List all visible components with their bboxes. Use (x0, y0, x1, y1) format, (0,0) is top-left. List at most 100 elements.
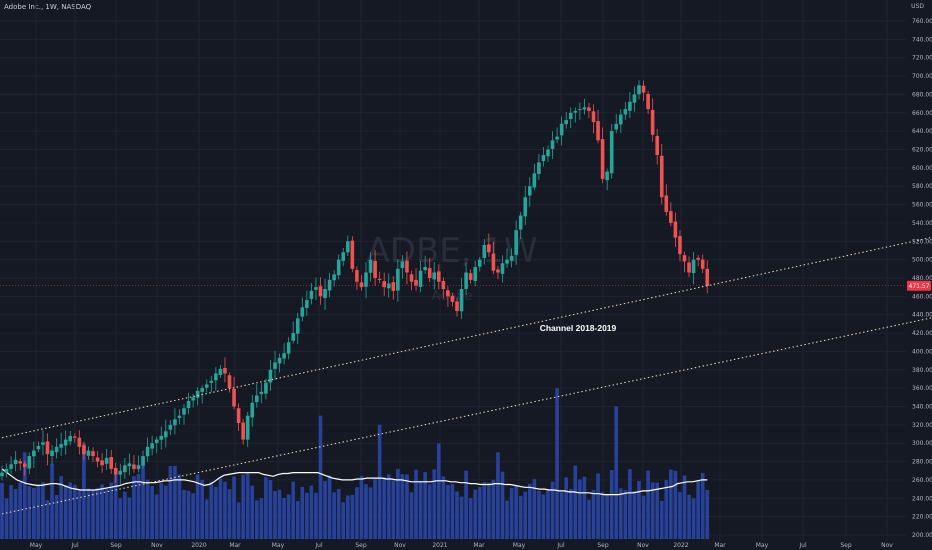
volume-bar (323, 480, 327, 539)
volume-bar (318, 415, 323, 539)
volume-bar (73, 484, 77, 539)
volume-bar (423, 472, 427, 539)
candle-body (218, 368, 223, 375)
candle-body (132, 464, 136, 469)
candle-body (496, 269, 500, 273)
volume-bar (382, 477, 386, 539)
volume-bar (468, 498, 473, 539)
volume-bar (459, 496, 464, 539)
volume-bar (218, 478, 223, 539)
volume-bar (550, 481, 555, 539)
y-tick-label: 660.00 (912, 110, 932, 117)
candle-body (318, 286, 323, 297)
exchange-label: NASDAQ (61, 3, 92, 11)
candle-body (123, 465, 127, 473)
volume-bar (541, 494, 546, 539)
volume-bar (523, 491, 528, 539)
candle-body (628, 101, 632, 111)
y-tick-label: 540.00 (912, 220, 932, 227)
candle-body (13, 459, 18, 465)
time-axis[interactable]: May Jul Sep Nov 2020 Mar May Jul Sep Nov 2021 Mar Ma… (30, 542, 894, 549)
candle-body (104, 457, 109, 464)
chart-header: Adobe Inc., 1W, NASDAQ (4, 3, 92, 11)
candle-body (446, 290, 450, 297)
volume-bar (68, 482, 73, 539)
volume-bar (227, 489, 232, 539)
y-tick-label: 220.00 (912, 514, 932, 521)
volume-bar (264, 477, 268, 539)
volume-bar (473, 489, 477, 539)
x-tick-label: Sep (597, 542, 609, 549)
volume-bar (432, 469, 437, 539)
candle-body (341, 252, 346, 261)
price-axis[interactable]: 200.00 220.00 240.00 260.00 280.00 300.00 320.… (912, 18, 932, 539)
volume-bar (186, 490, 191, 539)
volume-bar (150, 485, 154, 539)
x-tick-label: Mar (229, 542, 241, 549)
candle-body (204, 384, 209, 388)
volume-bar (182, 489, 186, 539)
channel-lines (1, 236, 932, 515)
candle-body (327, 279, 332, 291)
volume-bar (309, 485, 314, 539)
x-tick-label: 2020 (191, 542, 206, 549)
volume-bar (637, 480, 641, 539)
volume-bar (209, 482, 214, 539)
candle-body (300, 307, 305, 317)
volume-bar (650, 482, 655, 539)
last-price-marker: 471.57 (0, 280, 931, 291)
volume-bar (168, 465, 173, 539)
volume-bar (446, 484, 450, 539)
volume-bar (619, 488, 623, 539)
volume-bar (555, 388, 559, 539)
candle-body (528, 186, 532, 196)
candle-body (264, 382, 268, 394)
candle-body (36, 445, 41, 450)
candle-body (241, 422, 245, 440)
candle-body (669, 211, 673, 223)
candle-body (432, 272, 437, 280)
volume-bar (546, 490, 550, 539)
volume-bar (355, 487, 359, 539)
x-tick-label: May (756, 542, 769, 549)
volume-bar (477, 486, 482, 539)
candle-body (332, 274, 336, 281)
candle-body (109, 457, 113, 469)
candle-body (286, 342, 291, 354)
volume-bar (50, 463, 54, 539)
volume-bar (332, 492, 336, 539)
volume-bar (173, 465, 177, 539)
candle-body (605, 171, 609, 181)
candle-body (236, 408, 241, 424)
candle-body (255, 395, 259, 403)
candle-body (573, 110, 578, 113)
volume-bar (696, 479, 700, 539)
candle-body (523, 197, 528, 217)
candle-body (168, 424, 173, 430)
y-tick-label: 200.00 (912, 532, 932, 539)
y-tick-label: 560.00 (912, 202, 932, 209)
volume-bar (359, 475, 364, 539)
volume-bar (45, 499, 50, 539)
volume-bar (437, 443, 441, 539)
volume-bar (496, 452, 500, 539)
y-tick-label: 420.00 (912, 330, 932, 337)
last-price-value: 471.57 (909, 283, 930, 290)
candle-body (623, 109, 628, 115)
candle-body (546, 149, 550, 157)
currency-label: USD (911, 3, 924, 10)
candle-body (514, 230, 518, 255)
x-tick-label: May (30, 542, 43, 549)
volume-bar (664, 479, 669, 539)
candle-body (614, 123, 619, 130)
candle-body (323, 289, 327, 299)
volume-bar (409, 492, 414, 539)
candle-body (63, 439, 68, 446)
candle-body (391, 282, 396, 291)
volume-bar (673, 470, 678, 539)
y-tick-label: 360.00 (912, 385, 932, 392)
volume-bar (587, 499, 591, 539)
candle-body (468, 273, 473, 280)
x-tick-label: Sep (110, 542, 122, 549)
